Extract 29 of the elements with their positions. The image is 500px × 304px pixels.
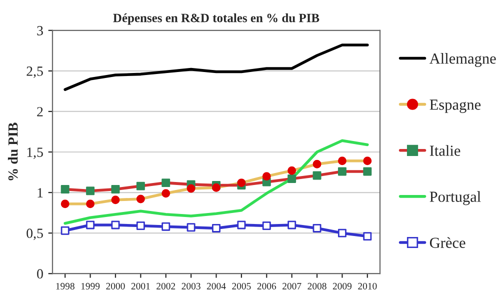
line-series [64,44,369,91]
legend-label: Allemagne [429,52,496,67]
y-tick-label: 2 [37,107,43,116]
x-tick-label: 1999 [81,282,100,290]
legend-label: Espagne [430,100,481,113]
x-tick-label: 2009 [332,282,352,290]
y-tick-label: 3 [37,26,43,36]
x-tick-label: 2001 [131,282,150,290]
y-tick-label: 0 [37,269,43,279]
line-series [64,139,369,225]
y-tick-label: 2,5 [26,66,43,78]
chart-title: Dépenses en R&D totales en % du PIB [113,13,320,25]
y-tick-label: 0,5 [26,228,43,240]
x-tick-label: 2007 [282,282,302,290]
x-tick-label: 2002 [156,282,176,290]
x-tick-label: 1998 [56,282,74,290]
x-tick-label: 2006 [257,282,276,290]
legend-label: Italie [430,145,460,156]
x-tick-label: 2000 [106,282,125,290]
legend-label: Grèce [430,237,466,248]
legend-label: Portugal [430,191,481,206]
x-tick-label: 2003 [182,282,200,290]
x-tick-label: 2005 [232,282,251,290]
y-axis-title: % du PIB [8,122,18,180]
x-tick-label: 2008 [308,282,326,290]
x-tick-label: 2010 [358,282,377,290]
x-tick-label: 2004 [206,282,226,290]
y-tick-label: 1,5 [27,148,43,159]
y-tick-label: 1 [38,188,43,198]
